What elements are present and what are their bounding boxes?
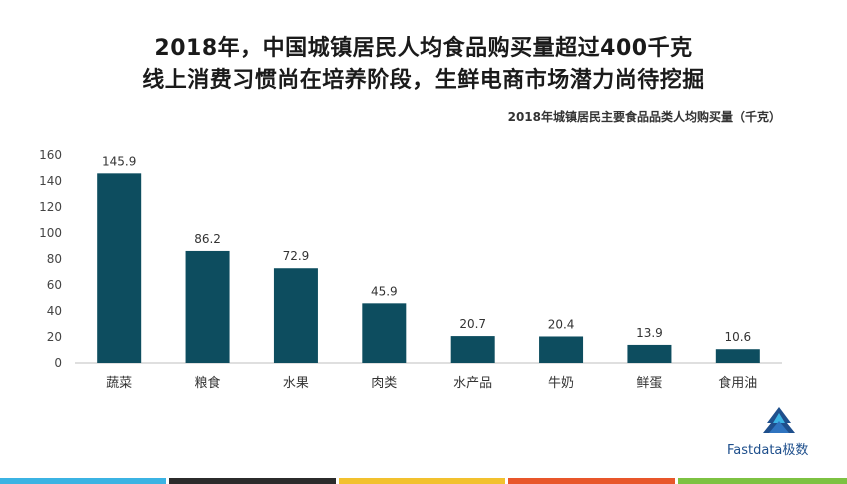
bar [715,349,760,363]
footer-color-segment [678,478,847,484]
bar-value-label: 13.9 [636,326,663,340]
value-labels: 145.9 86.2 72.9 45.9 20.7 20.4 13.9 10.6 [102,154,751,344]
bar [539,336,584,363]
chart-subtitle: 2018年城镇居民主要食品品类人均购买量（千克） [507,110,781,124]
category-label: 食用油 [718,375,757,391]
y-tick-label: 20 [47,330,62,344]
footer-color-segment [0,478,166,484]
bar-value-label: 86.2 [194,232,221,246]
category-label: 水产品 [453,376,492,391]
bar-value-label: 20.4 [548,317,575,331]
y-tick-label: 160 [39,148,62,162]
y-tick-label: 140 [39,174,62,188]
footer-color-segment [339,478,505,484]
y-tick-label: 0 [54,356,62,370]
category-label: 牛奶 [548,376,574,391]
bar-value-label: 145.9 [102,154,136,168]
y-tick-label: 80 [47,252,62,266]
bar-value-label: 10.6 [724,330,751,344]
bar [97,173,142,363]
category-label: 蔬菜 [106,376,132,391]
bar-value-label: 72.9 [283,249,310,263]
footer-color-segment [508,478,675,484]
bar-value-label: 45.9 [371,284,398,298]
y-tick-label: 100 [39,226,62,240]
y-tick-label: 60 [47,278,62,292]
category-label: 肉类 [371,376,397,391]
bar [627,344,672,363]
y-tick-label: 120 [39,200,62,214]
bar-value-label: 20.7 [459,317,486,331]
chart-title-line-2: 线上消费习惯尚在培养阶段，生鲜电商市场潜力尚待挖掘 [142,68,705,93]
bar [273,268,318,363]
category-label: 粮食 [195,375,221,391]
bar [450,336,495,363]
brand-name: Fastdata极数 [727,443,809,458]
category-label: 鲜蛋 [636,376,662,391]
bar-chart: 0 20 40 60 80 100 120 140 160 145.9 86.2 72.9 45.9 2… [39,148,782,391]
bar [185,250,230,363]
chart-title-line-1: 2018年，中国城镇居民人均食品购买量超过400千克 [154,36,693,61]
category-label: 水果 [283,376,309,391]
category-labels: 蔬菜 粮食 水果 肉类 水产品 牛奶 鲜蛋 食用油 [106,375,757,391]
y-tick-label: 40 [47,304,62,318]
footer-color-segment [169,478,336,484]
fastdata-logo-icon [763,407,795,433]
bars [97,173,760,363]
y-axis-ticks: 0 20 40 60 80 100 120 140 160 [39,148,62,370]
bar [362,303,407,363]
